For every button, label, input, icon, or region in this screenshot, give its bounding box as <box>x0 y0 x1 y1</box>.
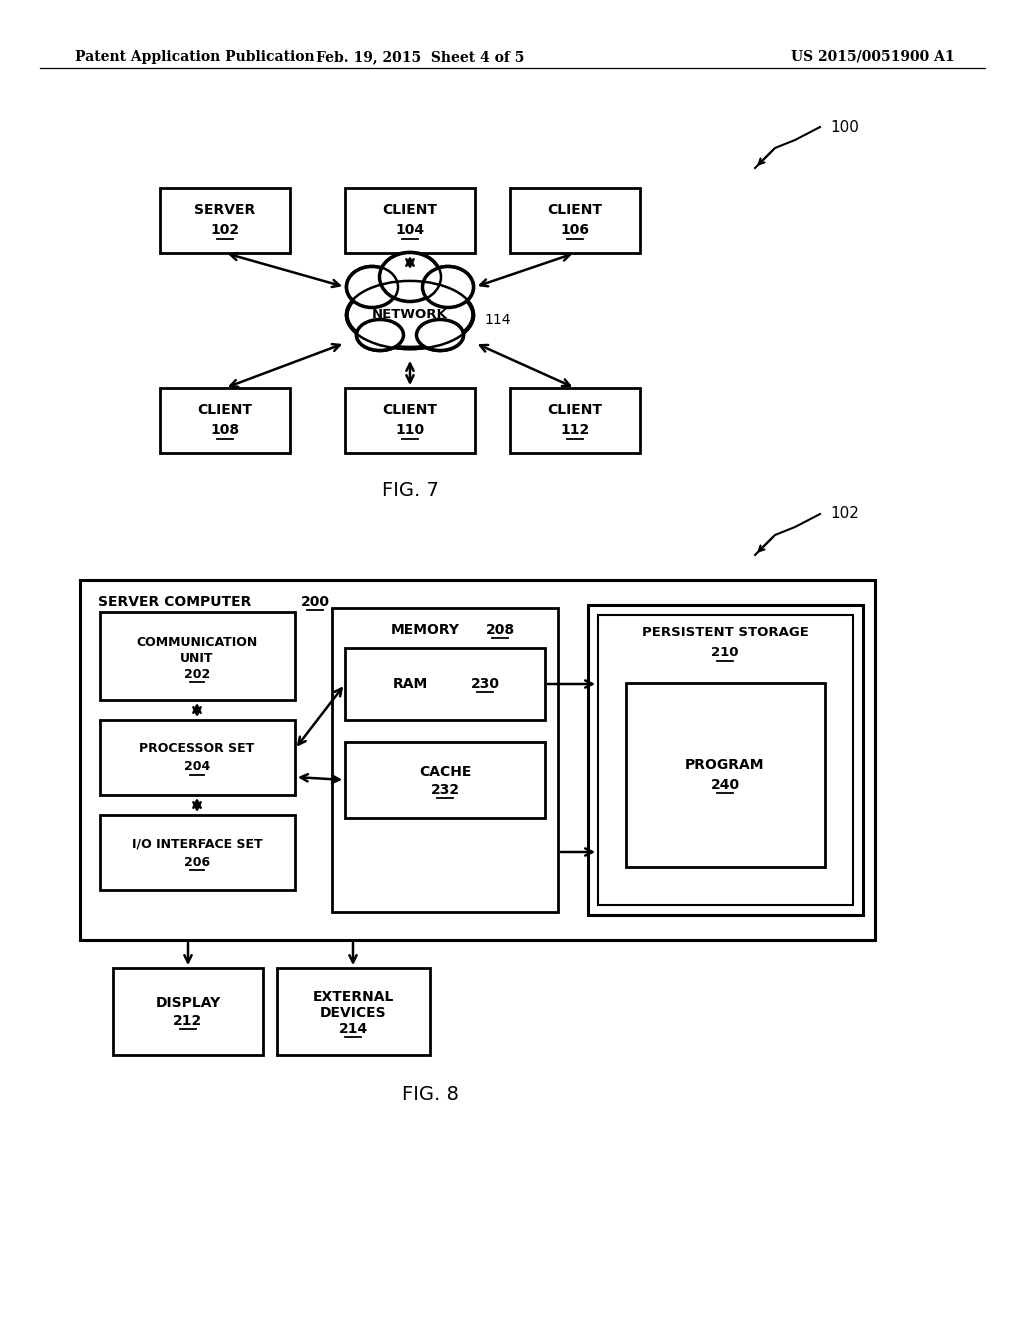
Text: US 2015/0051900 A1: US 2015/0051900 A1 <box>792 50 955 63</box>
Text: 240: 240 <box>711 777 739 792</box>
Ellipse shape <box>423 267 473 308</box>
Text: CLIENT: CLIENT <box>383 404 437 417</box>
Text: CLIENT: CLIENT <box>383 203 437 218</box>
Text: SERVER: SERVER <box>195 203 256 218</box>
Text: 212: 212 <box>173 1014 203 1028</box>
Ellipse shape <box>416 319 464 351</box>
Text: 230: 230 <box>470 677 500 690</box>
Text: 108: 108 <box>211 424 240 437</box>
Ellipse shape <box>346 281 474 348</box>
Text: CLIENT: CLIENT <box>548 203 602 218</box>
Text: UNIT: UNIT <box>180 652 214 664</box>
Text: 232: 232 <box>430 783 460 797</box>
Bar <box>278 968 430 1055</box>
Text: 104: 104 <box>395 223 425 238</box>
Text: PROGRAM: PROGRAM <box>685 758 765 772</box>
Text: RAM: RAM <box>392 677 428 690</box>
Text: CACHE: CACHE <box>419 766 471 779</box>
Ellipse shape <box>422 267 474 308</box>
Ellipse shape <box>380 253 440 301</box>
Bar <box>100 612 295 700</box>
Text: Patent Application Publication: Patent Application Publication <box>75 50 314 63</box>
Text: I/O INTERFACE SET: I/O INTERFACE SET <box>132 837 262 850</box>
Bar <box>100 719 295 795</box>
Text: 114: 114 <box>484 313 511 327</box>
Text: SERVER COMPUTER: SERVER COMPUTER <box>98 595 252 609</box>
Text: 102: 102 <box>830 507 859 521</box>
Text: EXTERNAL: EXTERNAL <box>312 990 393 1005</box>
Bar <box>598 615 853 906</box>
Text: 206: 206 <box>184 855 210 869</box>
Text: FIG. 7: FIG. 7 <box>382 480 438 499</box>
Text: DEVICES: DEVICES <box>319 1006 386 1020</box>
Bar <box>626 682 825 867</box>
Text: 200: 200 <box>300 595 330 609</box>
Text: 110: 110 <box>395 424 425 437</box>
Bar <box>345 187 475 253</box>
Ellipse shape <box>356 319 404 351</box>
Text: CLIENT: CLIENT <box>548 404 602 417</box>
Bar <box>345 742 545 818</box>
Text: 204: 204 <box>184 760 210 774</box>
Text: 106: 106 <box>560 223 590 238</box>
Bar <box>160 388 290 453</box>
Ellipse shape <box>357 319 403 350</box>
Text: 210: 210 <box>712 647 738 660</box>
Text: 208: 208 <box>485 623 515 638</box>
Text: 202: 202 <box>184 668 210 681</box>
Bar <box>345 648 545 719</box>
Text: NETWORK: NETWORK <box>372 309 447 322</box>
Bar <box>113 968 263 1055</box>
Bar <box>345 388 475 453</box>
Bar <box>510 187 640 253</box>
Text: COMMUNICATION: COMMUNICATION <box>136 635 258 648</box>
Ellipse shape <box>347 267 397 308</box>
Text: PERSISTENT STORAGE: PERSISTENT STORAGE <box>642 627 808 639</box>
Text: CLIENT: CLIENT <box>198 404 253 417</box>
Text: PROCESSOR SET: PROCESSOR SET <box>139 742 255 755</box>
Bar <box>332 609 558 912</box>
Ellipse shape <box>347 282 472 347</box>
Bar <box>100 814 295 890</box>
Text: 102: 102 <box>211 223 240 238</box>
Ellipse shape <box>346 267 398 308</box>
Text: 100: 100 <box>830 120 859 135</box>
Bar <box>588 605 863 915</box>
Ellipse shape <box>417 319 463 350</box>
Text: 214: 214 <box>338 1022 368 1036</box>
Text: MEMORY: MEMORY <box>390 623 460 638</box>
Text: DISPLAY: DISPLAY <box>156 997 220 1010</box>
Bar <box>510 388 640 453</box>
Ellipse shape <box>379 252 441 302</box>
Bar <box>80 579 874 940</box>
Text: FIG. 8: FIG. 8 <box>401 1085 459 1105</box>
Bar <box>160 187 290 253</box>
Text: 112: 112 <box>560 424 590 437</box>
Text: Feb. 19, 2015  Sheet 4 of 5: Feb. 19, 2015 Sheet 4 of 5 <box>315 50 524 63</box>
